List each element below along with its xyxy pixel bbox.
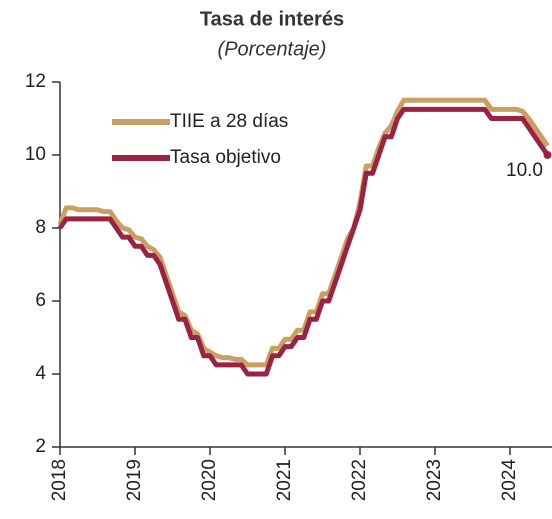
series-line (57, 106, 550, 377)
y-tick-label: 6 (35, 290, 46, 311)
y-tick-label: 8 (35, 217, 46, 238)
y-tick-label: 10 (25, 144, 46, 165)
x-tick-label: 2024 (499, 459, 520, 502)
end-point (543, 151, 552, 159)
series-line (57, 97, 550, 368)
chart-subtitle: (Porcentaje) (218, 38, 327, 60)
chart-title: Tasa de interés (200, 8, 344, 30)
annotation: 10.0 (506, 160, 543, 181)
y-tick-label: 12 (25, 71, 46, 92)
x-tick-label: 2023 (424, 459, 445, 501)
x-tick-label: 2021 (274, 459, 295, 501)
x-tick-label: 2022 (349, 459, 370, 501)
legend-label: TIIE a 28 días (170, 111, 288, 132)
y-tick-label: 2 (35, 436, 46, 457)
x-tick-label: 2019 (124, 459, 145, 501)
y-tick-label: 4 (35, 363, 46, 384)
x-tick-label: 2018 (49, 459, 70, 501)
x-tick-label: 2020 (199, 459, 220, 501)
legend-label: Tasa objetivo (170, 147, 281, 168)
